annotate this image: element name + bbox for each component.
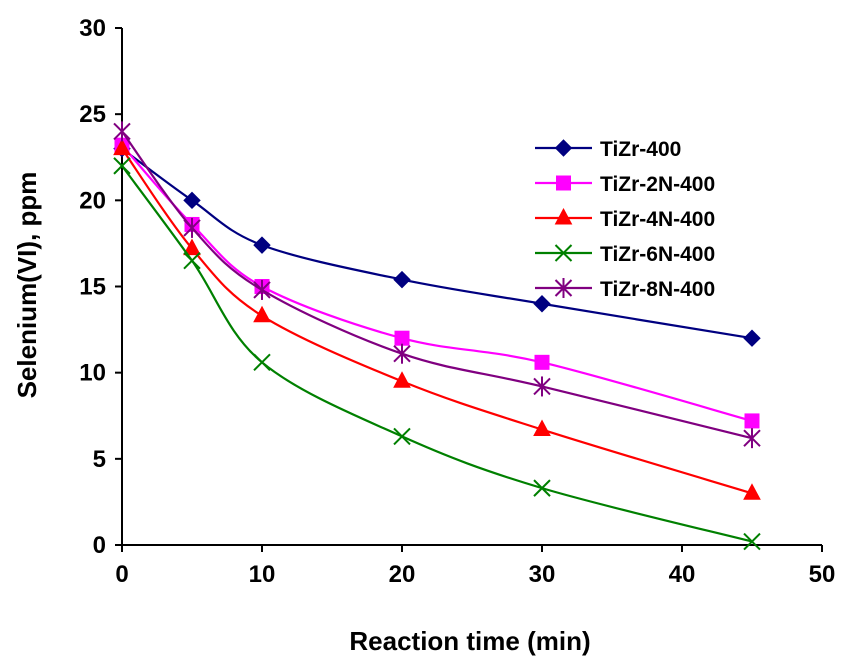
marker-stroke bbox=[743, 532, 761, 551]
y-tick-label: 10 bbox=[79, 360, 106, 387]
legend-label: TiZr-4N-400 bbox=[600, 208, 715, 231]
y-tick-label: 15 bbox=[79, 274, 106, 301]
marker-stroke bbox=[393, 427, 411, 446]
legend-label: TiZr-8N-400 bbox=[600, 278, 715, 301]
data-point bbox=[533, 376, 551, 397]
data-point bbox=[743, 428, 761, 449]
series-line bbox=[121, 148, 753, 495]
x-tick-label: 10 bbox=[249, 561, 276, 588]
data-point bbox=[183, 217, 201, 238]
data-point bbox=[533, 295, 551, 313]
legend-marker bbox=[554, 207, 573, 225]
data-point bbox=[253, 279, 271, 300]
data-point bbox=[534, 354, 550, 370]
axes: 0 5 10 15 20 25 30 0 10 20 30 40 50 bbox=[79, 15, 835, 588]
series-TiZr-8N-400 bbox=[113, 121, 761, 449]
legend-marker bbox=[556, 175, 571, 191]
x-tick-label: 0 bbox=[115, 561, 128, 588]
legend-label: TiZr-6N-400 bbox=[600, 243, 715, 266]
y-tick-label: 25 bbox=[79, 101, 106, 128]
legend-entry: TiZr-400 bbox=[535, 138, 681, 161]
data-point bbox=[113, 157, 131, 175]
legend-entry: TiZr-6N-400 bbox=[535, 243, 715, 266]
x-tick-label: 50 bbox=[809, 561, 836, 588]
data-point bbox=[393, 371, 411, 388]
x-tick-label: 20 bbox=[389, 561, 416, 588]
legend-label: TiZr-2N-400 bbox=[600, 173, 715, 196]
legend-entry: TiZr-2N-400 bbox=[535, 173, 715, 196]
marker-stroke bbox=[253, 353, 271, 372]
data-point bbox=[113, 138, 131, 156]
legend-marker bbox=[554, 244, 573, 262]
legend-label: TiZr-400 bbox=[600, 138, 681, 161]
data-point bbox=[533, 419, 551, 437]
y-tick-label: 0 bbox=[93, 532, 106, 559]
data-point bbox=[393, 270, 411, 289]
legend-entry: TiZr-4N-400 bbox=[535, 207, 715, 231]
x-tick-label: 30 bbox=[529, 561, 556, 588]
marker-stroke bbox=[533, 479, 551, 497]
marker-stroke bbox=[183, 251, 201, 270]
marker-stroke bbox=[554, 244, 573, 262]
legend-marker bbox=[554, 278, 573, 298]
data-point bbox=[253, 305, 271, 323]
legend-marker bbox=[554, 139, 573, 157]
data-point bbox=[533, 479, 551, 497]
x-tick-label: 40 bbox=[669, 561, 696, 588]
data-point bbox=[183, 191, 201, 210]
legend: TiZr-400 TiZr-2N-400 TiZr-4N-400 TiZr-6N-40… bbox=[535, 138, 715, 301]
y-tick-label: 20 bbox=[79, 187, 106, 214]
data-point bbox=[113, 121, 131, 142]
data-point bbox=[744, 413, 760, 429]
data-point bbox=[253, 236, 271, 254]
y-axis-title: Selenium(VI), ppm bbox=[12, 172, 42, 399]
data-point bbox=[394, 330, 410, 346]
data-point bbox=[743, 329, 761, 347]
y-tick-label: 30 bbox=[79, 15, 106, 42]
data-point bbox=[393, 427, 411, 446]
data-point bbox=[393, 343, 411, 364]
data-point bbox=[183, 251, 201, 270]
series-layer bbox=[113, 121, 761, 551]
data-point bbox=[253, 353, 271, 372]
data-point bbox=[183, 238, 201, 256]
marker-stroke bbox=[113, 157, 131, 175]
series-TiZr-6N-400 bbox=[113, 157, 761, 551]
x-axis-title: Reaction time (min) bbox=[349, 626, 590, 656]
data-point bbox=[743, 483, 761, 500]
y-tick-label: 5 bbox=[93, 446, 106, 473]
legend-entry: TiZr-8N-400 bbox=[535, 278, 715, 301]
series-TiZr-4N-400 bbox=[113, 138, 761, 500]
data-point bbox=[743, 532, 761, 551]
